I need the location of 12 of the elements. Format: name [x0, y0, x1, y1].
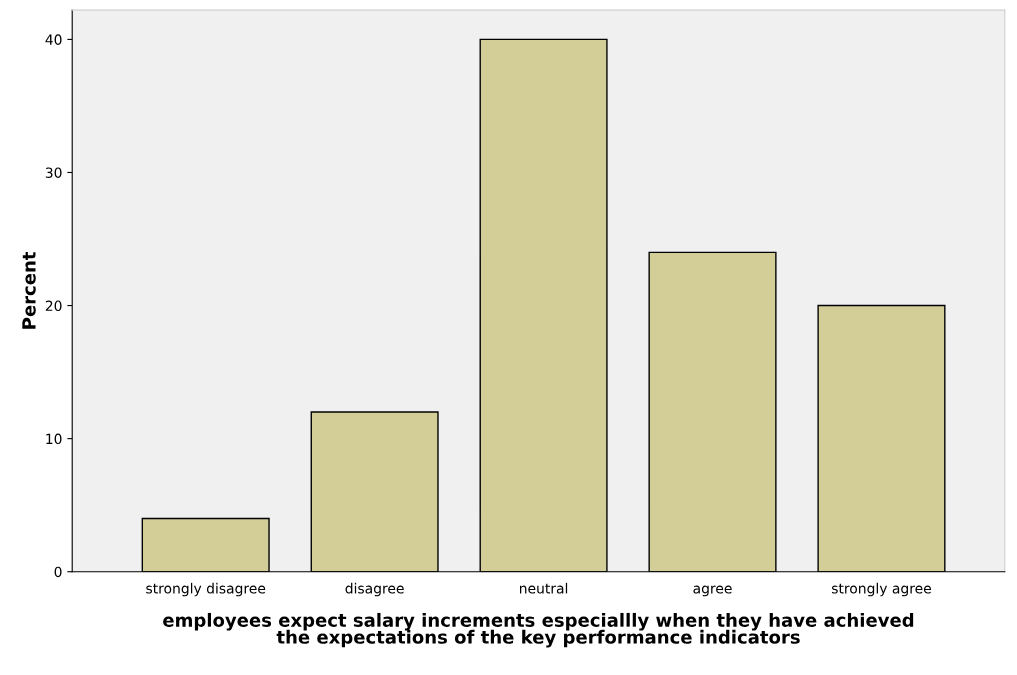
x-tick-label: strongly disagree: [146, 582, 266, 597]
y-tick-label: 30: [45, 167, 62, 178]
x-tick-label: strongly agree: [831, 582, 931, 597]
y-tick-label: 10: [46, 433, 62, 445]
y-tick-label: 20: [45, 300, 62, 312]
y-tick-label: 40: [45, 34, 62, 45]
x-tick-label: agree: [693, 585, 732, 597]
y-axis-title: Percent: [22, 251, 36, 329]
y-tick-label: 0: [54, 566, 62, 578]
x-axis-title: employees expect salary increments especiallly when they have achieved the expectations of the key performance indicators: [163, 612, 914, 648]
x-tick-label: neutral: [519, 582, 568, 594]
x-tick-label: disagree: [345, 582, 404, 597]
